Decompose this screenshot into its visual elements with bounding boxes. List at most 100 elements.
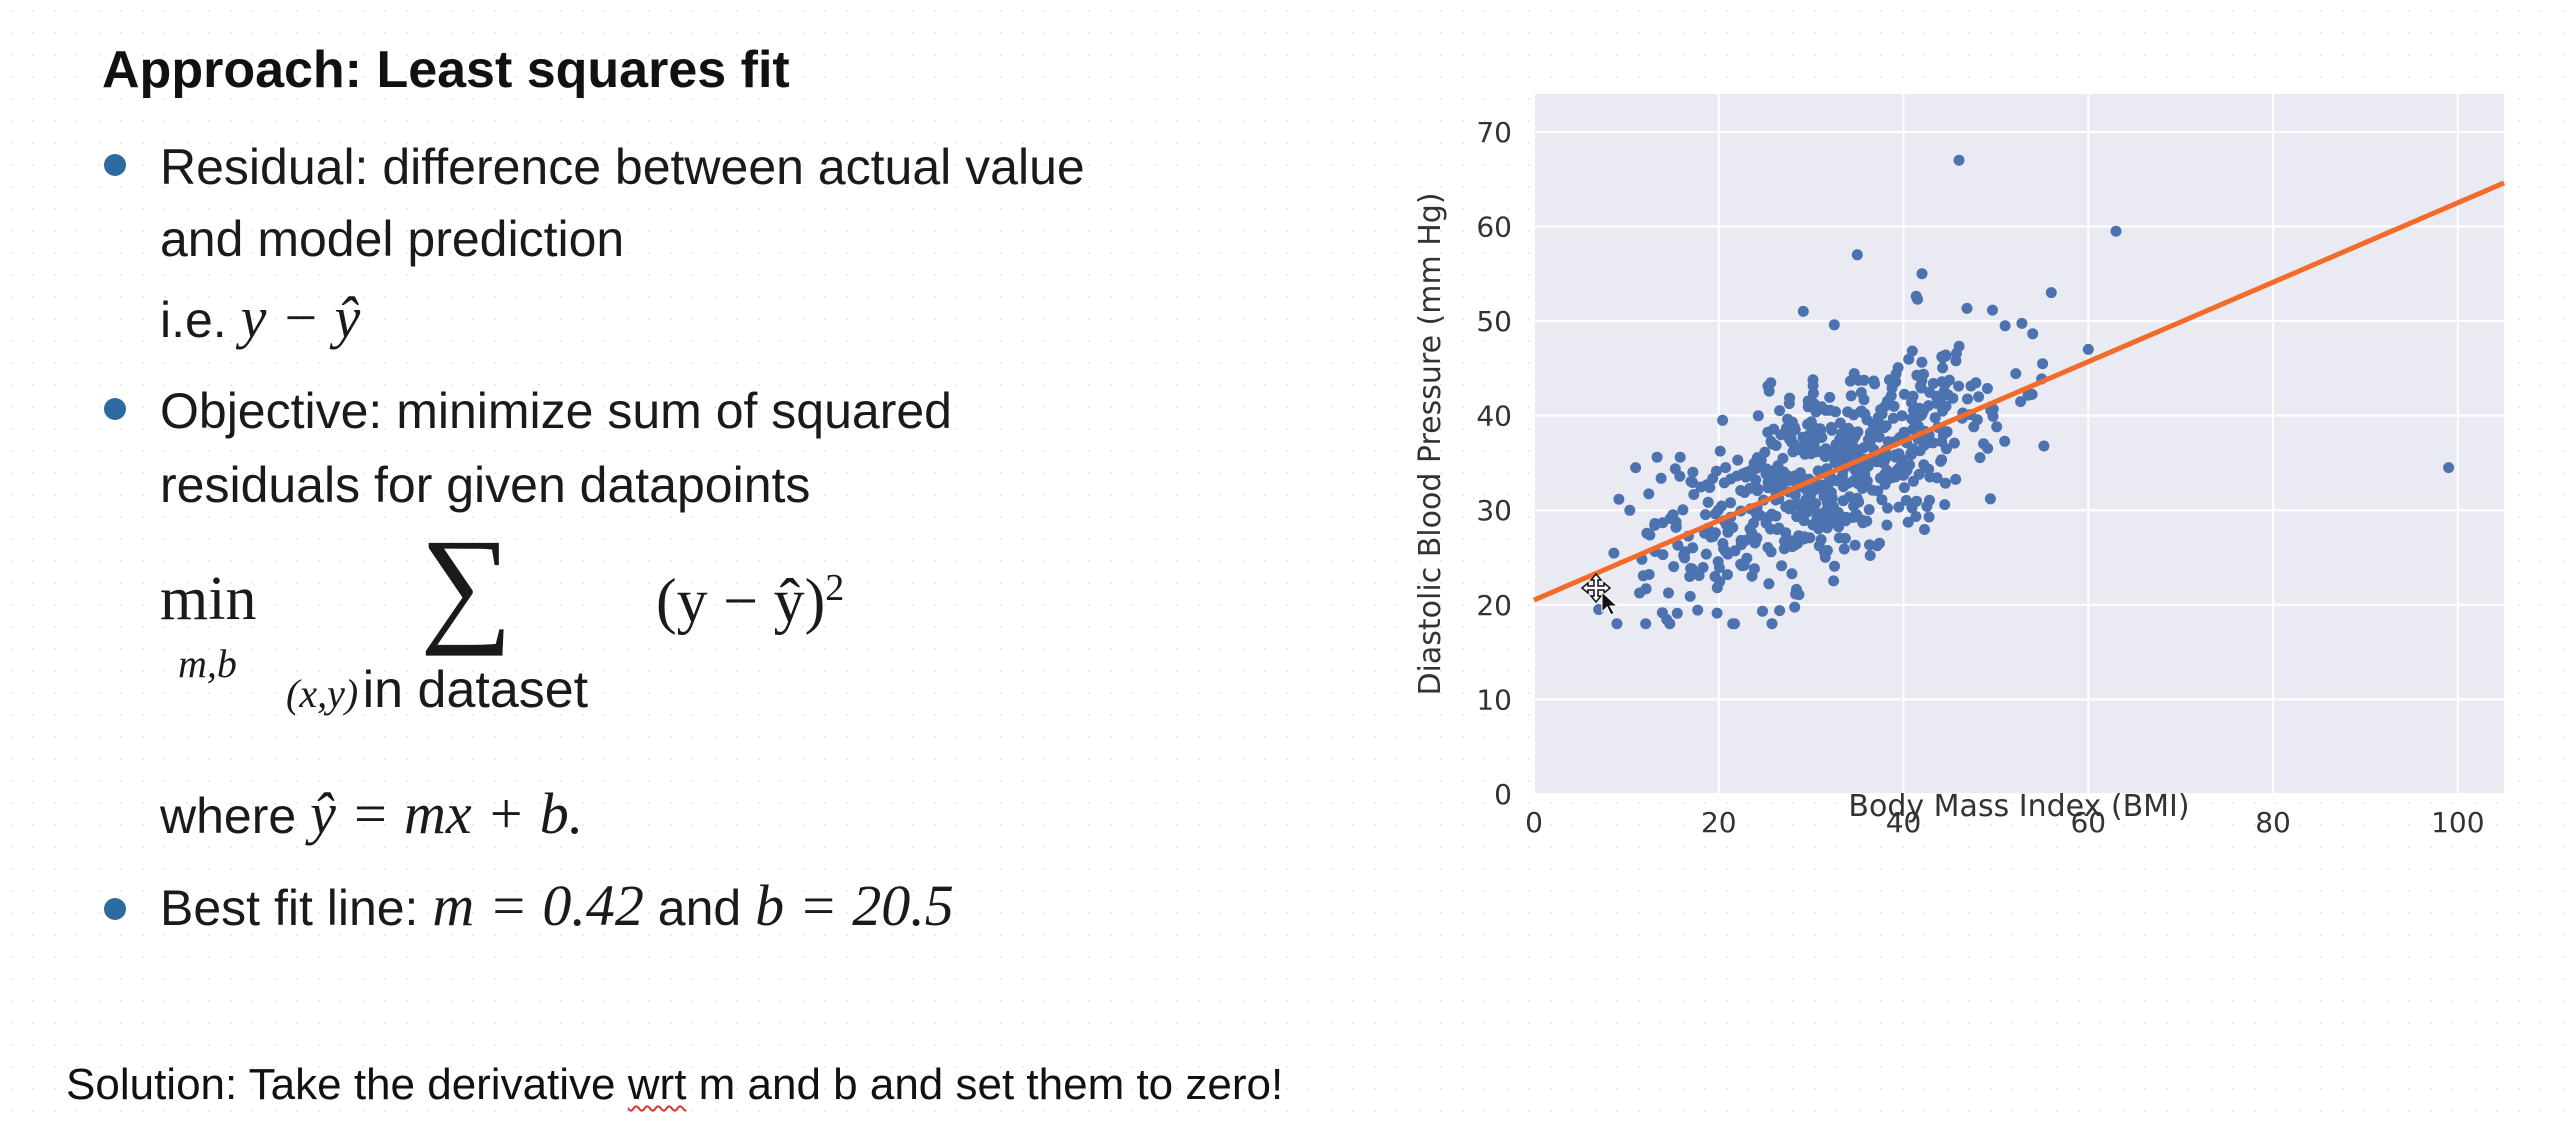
residual-line-1: Residual: difference between actual valu… [160, 139, 1085, 195]
scatter-point [1821, 522, 1833, 534]
scatter-point [1783, 398, 1795, 410]
sum-subscript-vars: (x,y) [286, 671, 359, 716]
scatter-point [1630, 462, 1642, 474]
scatter-point [1732, 454, 1744, 466]
scatter-point [2443, 462, 2455, 474]
scatter-point [1775, 429, 1787, 441]
scatter-point [2110, 225, 2122, 237]
scatter-point [1762, 542, 1774, 553]
scatter-point [1670, 521, 1682, 533]
scatter-point [1798, 533, 1810, 545]
scatter-point [1900, 494, 1912, 506]
scatter-point [1765, 377, 1777, 389]
scatter-point [1855, 406, 1867, 418]
scatter-point [1828, 319, 1840, 331]
scatter-point [1663, 587, 1674, 599]
scatter-point [1881, 450, 1893, 462]
scatter-point [1940, 443, 1952, 455]
scatter-point [1961, 302, 1973, 314]
x-tick-label: 40 [1886, 806, 1922, 839]
y-tick-label: 10 [1476, 683, 1512, 716]
scatter-point [1702, 496, 1714, 508]
scatter-point [1735, 485, 1747, 496]
scatter-point [1846, 442, 1858, 453]
scatter-point [1722, 569, 1733, 581]
scatter-point [1999, 320, 2011, 332]
sum-subscript-text: in dataset [362, 661, 589, 719]
scatter-point [1593, 604, 1605, 615]
scatter-point [1762, 511, 1774, 523]
scatter-point [1762, 426, 1774, 438]
scatter-point [1651, 451, 1663, 463]
formula-squared-term: (y − ŷ)2 [656, 566, 844, 638]
scatter-point [1916, 268, 1928, 280]
scatter-point [2015, 396, 2027, 408]
scatter-point [1864, 550, 1876, 561]
scatter-point [1784, 499, 1796, 511]
scatter-point [1910, 511, 1922, 522]
scatter-point [2027, 328, 2039, 340]
scatter-point [1850, 472, 1862, 484]
scatter-point [1746, 570, 1758, 582]
scatter-point [1668, 561, 1680, 573]
scatter-point [1714, 445, 1726, 457]
scatter-point [1915, 380, 1926, 392]
scatter-point [1717, 414, 1729, 426]
scatter-point [1968, 421, 1980, 433]
y-tick-label: 40 [1476, 400, 1512, 433]
y-tick-labels: 0 10 20 30 40 50 60 70 [1476, 116, 1512, 811]
scatter-point [1864, 539, 1875, 551]
scatter-point [1939, 477, 1951, 489]
y-tick-label: 50 [1476, 305, 1512, 338]
scatter-point [1905, 449, 1917, 461]
scatter-point [1953, 154, 1965, 166]
scatter-point [1902, 516, 1914, 528]
plot-background [1534, 94, 2504, 794]
scatter-point [1842, 406, 1854, 418]
scatter-point [1700, 548, 1712, 560]
scatter-point [1795, 508, 1807, 520]
scatter-point [1757, 605, 1768, 617]
scatter-point [1831, 510, 1843, 522]
scatter-point [1889, 471, 1901, 483]
scatter-point [1984, 493, 1996, 505]
scatter-point [1760, 463, 1772, 475]
residual-expression: y − ŷ [240, 285, 361, 350]
scatter-point [1707, 530, 1719, 542]
scatter-point [1779, 535, 1790, 547]
scatter-point [1693, 570, 1705, 581]
scatter-point [1822, 482, 1834, 494]
scatter-point [1834, 417, 1846, 429]
scatter-point [1906, 502, 1918, 514]
scatter-point [1953, 380, 1965, 392]
scatter-point [1793, 589, 1805, 601]
scatter-point [2082, 343, 2094, 355]
best-fit-label: Best fit line: [160, 880, 419, 936]
scatter-point [1710, 465, 1722, 477]
x-axis-label: Body Mass Index (BMI) [1848, 789, 2189, 824]
scatter-point [1935, 455, 1947, 467]
scatter-point [1876, 494, 1888, 506]
scatter-point [1824, 391, 1836, 403]
scatter-point [1640, 583, 1652, 595]
scatter-point [2038, 440, 2050, 452]
b-expression: b = 20.5 [755, 873, 954, 938]
scatter-point [1947, 392, 1959, 404]
scatter-point [1762, 482, 1774, 494]
scatter-point [2045, 287, 2057, 299]
scatter-point [1937, 405, 1949, 417]
scatter-point [1789, 601, 1801, 613]
scatter-point [1927, 378, 1939, 389]
scatter-point [1641, 527, 1653, 539]
scatter-point [1687, 542, 1699, 554]
scatter-point [1911, 369, 1923, 381]
scatter-point [1700, 509, 1711, 521]
scatter-point [1981, 383, 1993, 394]
x-tick-label: 0 [1525, 806, 1543, 839]
grid-lines [1533, 94, 2504, 795]
bullet-marker [104, 398, 126, 420]
scatter-point [1718, 477, 1730, 489]
scatter-point [1929, 412, 1941, 424]
scatter-point [1838, 543, 1850, 555]
scatter-point [1820, 505, 1832, 516]
